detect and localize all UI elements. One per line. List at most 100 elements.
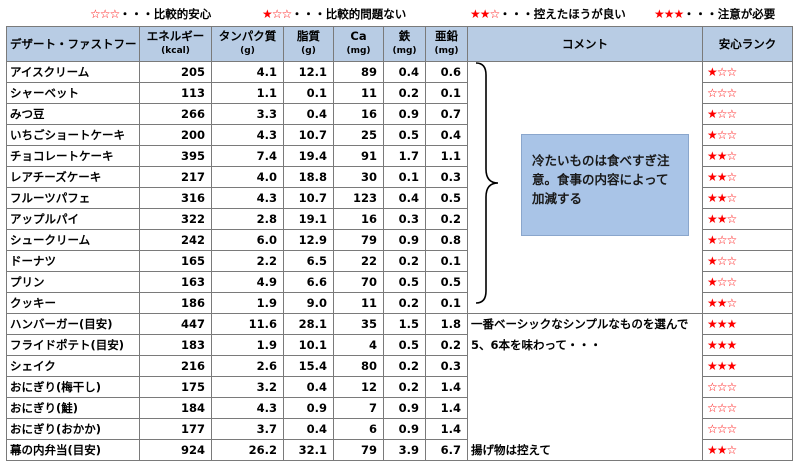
row-protein: 3.7 [211,418,284,440]
header-row: デザート・ファストフード エネルギー (kcal) タンパク質 (g) 脂質 (g) … [6,26,793,62]
row-protein: 11.6 [211,313,284,335]
legend-text: ・・・控えたほうが良い [499,7,626,21]
row-rank [702,166,793,188]
row-ca: 7 [333,397,384,419]
row-iron: 0.9 [383,229,426,251]
row-rank [702,355,793,377]
star-filled-icon [262,7,272,21]
header-iron-label: 鉄 [398,29,411,43]
row-fat: 18.8 [283,166,334,188]
row-rank [702,187,793,209]
star-outline-icon [717,128,727,142]
row-ca: 6 [333,418,384,440]
star-filled-icon [717,317,727,331]
star-filled-icon [707,254,717,268]
star-filled-icon [717,443,727,457]
star-filled-icon [707,317,717,331]
star-outline-icon [727,422,737,436]
star-outline-icon [717,380,727,394]
row-ca: 70 [333,271,384,293]
row-name: おにぎり(梅干し) [6,376,140,398]
row-name: レアチーズケーキ [6,166,140,188]
row-name: フライドポテト(目安) [6,334,140,356]
row-fat: 19.4 [283,145,334,167]
row-iron: 0.4 [383,187,426,209]
row-name: チョコレートケーキ [6,145,140,167]
row-comment: 一番ベーシックなシンプルなものを選んで [467,313,703,335]
header-zinc: 亜鉛 (mg) [425,26,468,62]
star-outline-icon [90,7,100,21]
star-filled-icon [707,191,717,205]
row-name: シェイク [6,355,140,377]
legend-stars [262,7,291,21]
star-outline-icon [717,254,727,268]
header-comment: コメント [467,26,703,62]
star-outline-icon [717,86,727,100]
row-ca: 12 [333,376,384,398]
row-zinc: 1.8 [425,313,468,335]
row-name: いちごショートケーキ [6,124,140,146]
row-rank [702,292,793,314]
star-outline-icon [727,443,737,457]
star-outline-icon [727,275,737,289]
row-rank [702,229,793,251]
star-outline-icon [272,7,282,21]
row-ca: 22 [333,250,384,272]
table-row: シュークリーム 242 6.0 12.9 79 0.9 0.8 [6,229,793,251]
header-ca: Ca (mg) [333,26,384,62]
star-outline-icon [717,107,727,121]
row-zinc: 1.4 [425,397,468,419]
row-energy: 200 [139,124,212,146]
star-outline-icon [717,65,727,79]
row-protein: 2.8 [211,208,284,230]
table-row: フライドポテト(目安) 183 1.9 10.1 4 0.5 0.2 5、6本を味わって・・・ [6,334,793,356]
row-name: フルーツパフェ [6,187,140,209]
row-rank [702,208,793,230]
star-outline-icon [727,191,737,205]
header-ca-unit: (mg) [346,46,371,56]
row-fat: 9.0 [283,292,334,314]
star-outline-icon [707,422,717,436]
table-row: おにぎり(梅干し) 175 3.2 0.4 12 0.2 1.4 [6,376,793,398]
row-name: ドーナツ [6,250,140,272]
row-zinc: 0.8 [425,229,468,251]
legend-text: ・・・注意が必要 [683,7,776,21]
row-rank [702,376,793,398]
note-box: 冷たいものは食べすぎ注意。食事の内容によって加減する [521,134,689,236]
row-protein: 1.9 [211,292,284,314]
star-filled-icon [717,149,727,163]
row-iron: 0.9 [383,103,426,125]
star-filled-icon [707,65,717,79]
star-filled-icon [674,7,684,21]
row-protein: 3.3 [211,103,284,125]
row-ca: 25 [333,124,384,146]
row-protein: 7.4 [211,145,284,167]
row-energy: 205 [139,61,212,83]
row-energy: 175 [139,376,212,398]
row-zinc: 0.4 [425,124,468,146]
star-filled-icon [707,212,717,226]
star-filled-icon [707,233,717,247]
table-row: おにぎり(鮭) 184 4.3 0.9 7 0.9 1.4 [6,397,793,419]
row-energy: 395 [139,145,212,167]
row-protein: 4.3 [211,187,284,209]
row-comment [467,397,703,419]
star-filled-icon [717,338,727,352]
row-iron: 0.2 [383,82,426,104]
row-ca: 16 [333,208,384,230]
row-name: クッキー [6,292,140,314]
row-fat: 28.1 [283,313,334,335]
row-zinc: 0.1 [425,292,468,314]
row-energy: 216 [139,355,212,377]
row-zinc: 0.2 [425,208,468,230]
star-filled-icon [664,7,674,21]
header-energy-unit: (kcal) [161,46,190,56]
star-outline-icon [727,65,737,79]
row-zinc: 0.5 [425,271,468,293]
row-rank [702,271,793,293]
header-energy: エネルギー (kcal) [139,26,212,62]
row-name: 幕の内弁当(目安) [6,439,140,461]
row-iron: 0.2 [383,292,426,314]
row-fat: 10.7 [283,124,334,146]
row-iron: 0.5 [383,334,426,356]
